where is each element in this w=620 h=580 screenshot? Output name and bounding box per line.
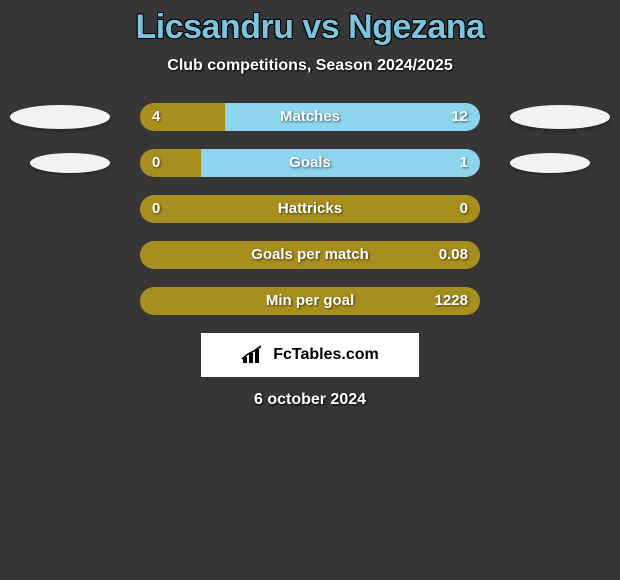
right-value: 1228 [435, 287, 468, 315]
stat-bar: 0 Hattricks 0 [140, 195, 480, 223]
stat-label: Hattricks [140, 195, 480, 223]
bar-chart-icon [241, 345, 267, 365]
stat-row: 0 Hattricks 0 [0, 195, 620, 223]
stat-row: Min per goal 1228 [0, 287, 620, 315]
right-value: 0.08 [439, 241, 468, 269]
stat-row: 0 Goals 1 [0, 149, 620, 177]
stat-bar: Goals per match 0.08 [140, 241, 480, 269]
stat-label: Matches [140, 103, 480, 131]
stat-label: Min per goal [140, 287, 480, 315]
stat-row: 4 Matches 12 [0, 103, 620, 131]
right-value: 12 [451, 103, 468, 131]
comparison-infographic: Licsandru vs Ngezana Club competitions, … [0, 0, 620, 580]
attribution-text: FcTables.com [273, 346, 379, 364]
right-value: 0 [460, 195, 468, 223]
player-left-oval [30, 153, 110, 173]
right-value: 1 [460, 149, 468, 177]
stat-label: Goals [140, 149, 480, 177]
subtitle: Club competitions, Season 2024/2025 [0, 57, 620, 75]
stat-bar: 4 Matches 12 [140, 103, 480, 131]
player-right-oval [510, 153, 590, 173]
player-left-oval [10, 105, 110, 129]
stat-rows: 4 Matches 12 0 Goals 1 0 Ha [0, 103, 620, 315]
page-title: Licsandru vs Ngezana [0, 0, 620, 47]
stat-bar: Min per goal 1228 [140, 287, 480, 315]
player-right-oval [510, 105, 610, 129]
date-label: 6 october 2024 [0, 391, 620, 409]
stat-bar: 0 Goals 1 [140, 149, 480, 177]
stat-row: Goals per match 0.08 [0, 241, 620, 269]
stat-label: Goals per match [140, 241, 480, 269]
attribution-badge: FcTables.com [201, 333, 419, 377]
